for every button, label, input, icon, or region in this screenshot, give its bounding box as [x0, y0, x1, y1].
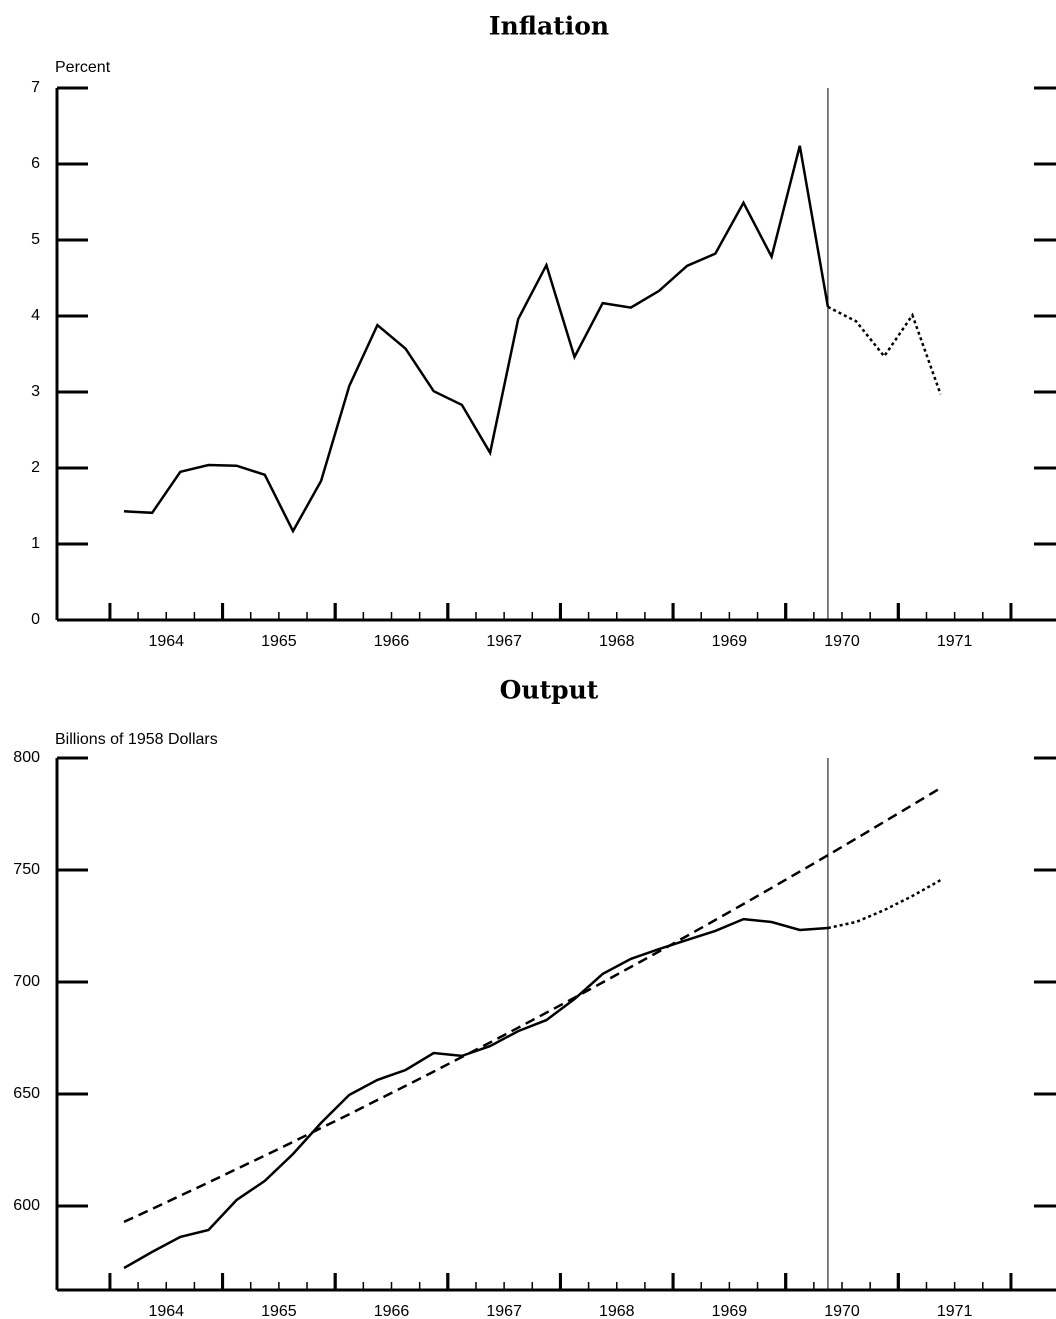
x-tick-label: 1965 — [261, 1303, 297, 1319]
chart-title: Inflation — [489, 12, 609, 41]
x-tick-label: 1966 — [374, 1303, 410, 1319]
series-line — [827, 305, 942, 395]
y-tick-label: 3 — [31, 383, 40, 400]
y-tick-label: 1 — [31, 535, 40, 552]
x-tick-label: 1971 — [937, 1303, 973, 1319]
y-tick-label: 750 — [13, 861, 40, 878]
series-line — [123, 786, 942, 1224]
y-tick-label: 650 — [13, 1085, 40, 1102]
x-tick-label: 1967 — [486, 633, 522, 650]
x-tick-label: 1969 — [712, 633, 748, 650]
x-tick-label: 1968 — [599, 1303, 635, 1319]
series-line — [827, 879, 942, 930]
series-line — [123, 917, 828, 1270]
chart-title: Output — [500, 676, 599, 705]
y-tick-label: 5 — [31, 231, 40, 248]
x-tick-label: 1970 — [824, 633, 860, 650]
y-tick-label: 4 — [31, 307, 40, 324]
x-tick-label: 1970 — [824, 1303, 860, 1319]
y-tick-label: 700 — [13, 973, 40, 990]
x-tick-label: 1967 — [486, 1303, 522, 1319]
y-tick-label: 6 — [31, 155, 40, 172]
x-tick-label: 1964 — [148, 1303, 184, 1319]
x-tick-label: 1966 — [374, 633, 410, 650]
x-tick-label: 1971 — [937, 633, 973, 650]
y-axis-label: Percent — [55, 59, 111, 76]
x-tick-label: 1968 — [599, 633, 635, 650]
y-tick-label: 7 — [31, 79, 40, 96]
x-tick-label: 1964 — [148, 633, 184, 650]
y-axis-label: Billions of 1958 Dollars — [55, 731, 218, 748]
y-tick-label: 0 — [31, 611, 40, 628]
x-tick-label: 1969 — [712, 1303, 748, 1319]
y-tick-label: 600 — [13, 1197, 40, 1214]
y-tick-label: 800 — [13, 749, 40, 766]
x-tick-label: 1965 — [261, 633, 297, 650]
series-line — [123, 145, 830, 534]
y-tick-label: 2 — [31, 459, 40, 476]
